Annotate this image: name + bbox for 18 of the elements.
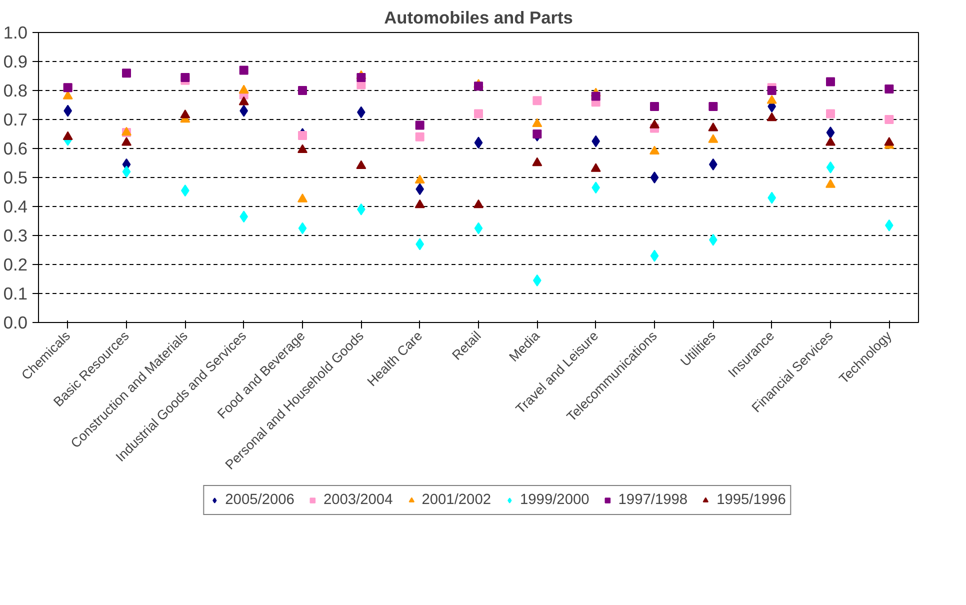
y-tick-label: 0.6 xyxy=(3,138,28,158)
y-tick-label: 0.3 xyxy=(3,226,28,246)
y-tick-label: 0.8 xyxy=(3,80,28,100)
chart-title: Automobiles and Parts xyxy=(384,8,573,28)
legend-label: 1999/2000 xyxy=(520,492,590,508)
y-tick-label: 0.7 xyxy=(3,110,28,130)
legend-label: 2001/2002 xyxy=(422,492,491,508)
y-tick-label: 1.0 xyxy=(3,22,28,42)
y-tick-label: 0.1 xyxy=(3,284,28,304)
y-tick-label: 0.0 xyxy=(3,312,28,332)
y-tick-label: 0.9 xyxy=(3,52,28,72)
y-tick-label: 0.4 xyxy=(3,196,28,216)
legend-label: 1997/1998 xyxy=(618,492,688,508)
y-tick-label: 0.5 xyxy=(3,168,28,188)
y-tick-label: 0.2 xyxy=(3,254,28,274)
legend-label: 1995/1996 xyxy=(716,492,786,508)
legend-label: 2005/2006 xyxy=(225,492,294,508)
legend-label: 2003/2004 xyxy=(323,492,393,508)
